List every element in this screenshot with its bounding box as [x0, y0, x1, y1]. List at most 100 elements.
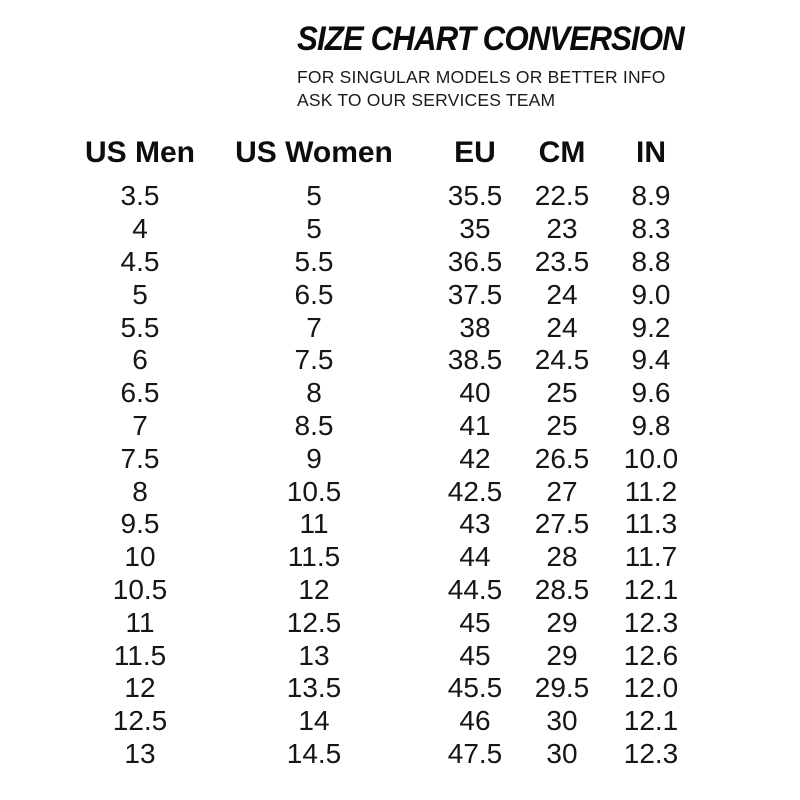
table-cell: 11.7 [624, 541, 678, 573]
table-cell: 8 [306, 377, 322, 409]
table-cell: 29 [546, 639, 578, 671]
table-row: 12.5 14 46 30 12.1 [72, 705, 708, 738]
table-cell: 29.5 [534, 672, 590, 704]
table-cell: 22.5 [534, 180, 590, 212]
page-subtitle: FOR SINGULAR MODELS OR BETTER INFO ASK T… [297, 66, 777, 112]
table-cell: 24.5 [534, 344, 590, 376]
table-cell: 12.5 [112, 705, 168, 737]
table-cell: 14 [298, 705, 330, 737]
table-cell: 35.5 [447, 180, 503, 212]
table-cell: 6 [132, 344, 148, 376]
table-header: US Men US Women EU CM IN [72, 126, 708, 180]
table-cell: 10 [124, 541, 156, 573]
table-cell: 47.5 [447, 737, 503, 769]
table-cell: 38 [459, 311, 491, 343]
table-cell: 45 [459, 606, 491, 638]
table-row: 10 11.5 44 28 11.7 [72, 541, 708, 574]
table-cell: 4.5 [120, 245, 160, 277]
table-cell: 25 [546, 409, 578, 441]
table-cell: 5 [306, 213, 322, 245]
table-row: 7.5 9 42 26.5 10.0 [72, 442, 708, 475]
table-cell: 40 [459, 377, 491, 409]
table-cell: 45.5 [447, 672, 503, 704]
table-cell: 12.3 [623, 606, 679, 638]
table-cell: 6.5 [294, 278, 334, 310]
table-cell: 37.5 [447, 278, 503, 310]
table-cell: 12.1 [623, 573, 679, 605]
table-row: 11.5 13 45 29 12.6 [72, 639, 708, 672]
column-header-eu: EU [454, 136, 496, 169]
table-cell: 9.8 [631, 409, 671, 441]
size-conversion-table: US Men US Women EU CM IN 3.5 5 35.5 22.5 8.9… [72, 126, 708, 770]
table-cell: 13 [298, 639, 330, 671]
table-cell: 9.0 [631, 278, 671, 310]
table-cell: 12.0 [623, 672, 679, 704]
column-header-us-women: US Women [235, 136, 393, 169]
table-cell: 5 [132, 278, 148, 310]
table-cell: 30 [546, 705, 578, 737]
table-cell: 8.9 [631, 180, 671, 212]
table-cell: 10.5 [112, 573, 168, 605]
table-cell: 9.5 [120, 508, 160, 540]
table-cell: 9.4 [631, 344, 671, 376]
column-header-in: IN [636, 136, 666, 169]
table-cell: 9.2 [631, 311, 671, 343]
table-cell: 11.5 [113, 639, 167, 671]
table-cell: 44 [459, 541, 491, 573]
table-cell: 10.0 [623, 442, 679, 474]
table-row: 6.5 8 40 25 9.6 [72, 377, 708, 410]
table-cell: 8.8 [631, 245, 671, 277]
column-header-us-men: US Men [84, 136, 195, 169]
table-cell: 23 [546, 213, 578, 245]
table-cell: 11.2 [624, 475, 678, 507]
table-row: 13 14.5 47.5 30 12.3 [72, 738, 708, 771]
table-cell: 5.5 [120, 311, 160, 343]
table-cell: 5.5 [294, 245, 334, 277]
table-cell: 29 [546, 606, 578, 638]
table-cell: 7 [132, 409, 148, 441]
table-cell: 3.5 [120, 180, 160, 212]
table-cell: 12 [298, 573, 330, 605]
table-cell: 8.3 [631, 213, 671, 245]
table-row: 6 7.5 38.5 24.5 9.4 [72, 344, 708, 377]
table-cell: 11.5 [287, 541, 341, 573]
page-title: SIZE CHART CONVERSION [297, 20, 685, 58]
table-cell: 12.1 [623, 705, 679, 737]
table-cell: 46 [459, 705, 491, 737]
table-row: 3.5 5 35.5 22.5 8.9 [72, 180, 708, 213]
table-cell: 27.5 [534, 508, 590, 540]
table-cell: 28 [546, 541, 578, 573]
table-cell: 42.5 [447, 475, 503, 507]
table-cell: 4 [132, 213, 148, 245]
subtitle-line-1: FOR SINGULAR MODELS OR BETTER INFO [297, 67, 666, 87]
table-cell: 38.5 [447, 344, 503, 376]
table-cell: 7.5 [294, 344, 334, 376]
table-cell: 7 [306, 311, 322, 343]
table-cell: 26.5 [534, 442, 590, 474]
table-cell: 42 [459, 442, 491, 474]
table-cell: 7.5 [120, 442, 160, 474]
table-row: 8 10.5 42.5 27 11.2 [72, 475, 708, 508]
subtitle-line-2: ASK TO OUR SERVICES TEAM [297, 90, 556, 110]
table-cell: 8.5 [294, 409, 334, 441]
table-cell: 12.3 [623, 737, 679, 769]
table-cell: 24 [546, 311, 578, 343]
table-cell: 5 [306, 180, 322, 212]
table-cell: 24 [546, 278, 578, 310]
table-cell: 43 [459, 508, 491, 540]
table-row: 11 12.5 45 29 12.3 [72, 606, 708, 639]
table-cell: 9.6 [631, 377, 671, 409]
table-row: 4.5 5.5 36.5 23.5 8.8 [72, 246, 708, 279]
header: SIZE CHART CONVERSION FOR SINGULAR MODEL… [297, 20, 777, 112]
table-cell: 13.5 [286, 672, 342, 704]
table-cell: 36.5 [447, 245, 503, 277]
table-row: 4 5 35 23 8.3 [72, 213, 708, 246]
size-table-body: 3.5 5 35.5 22.5 8.9 4 5 35 23 8.3 4.5 5.5 36.5 23.5 8.… [72, 180, 708, 770]
table-cell: 11 [125, 606, 155, 638]
table-row: 9.5 11 43 27.5 11.3 [72, 508, 708, 541]
table-cell: 12 [124, 672, 156, 704]
table-row: 7 8.5 41 25 9.8 [72, 410, 708, 443]
table-cell: 27 [546, 475, 578, 507]
table-row: 5.5 7 38 24 9.2 [72, 311, 708, 344]
